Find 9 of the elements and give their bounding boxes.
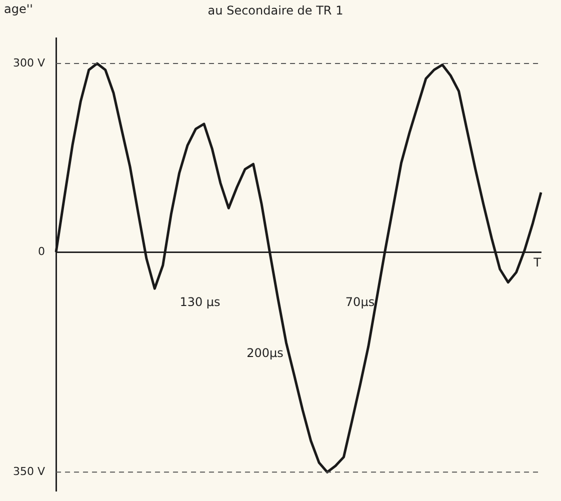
annotation: 70µs [345,295,375,310]
annotation: 200µs [246,346,284,360]
y-tick-label: 300 V [12,56,46,70]
text: age'' [4,2,33,16]
chart-title: au Secondaire de TR 1 [208,3,344,18]
y-tick-label: 0 [38,244,46,258]
x-axis-title: T [532,255,542,270]
y-tick-label: 350 V [12,465,46,478]
annotation: 130 µs [180,295,220,310]
